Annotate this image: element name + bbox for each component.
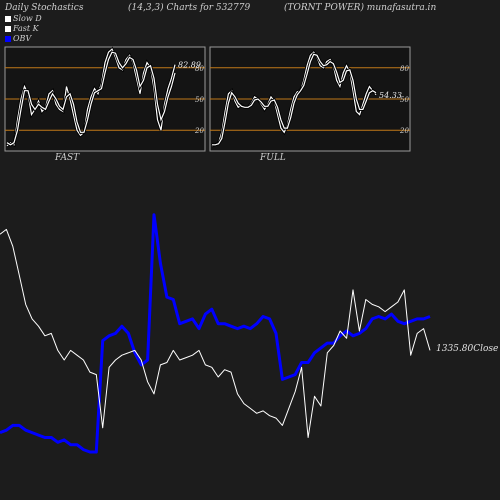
fast-ytick-80: 80	[195, 65, 204, 73]
legend-label-obv: OBV	[13, 34, 32, 43]
obv-price-panel	[0, 213, 431, 454]
close-value-label: 1335.80Close	[436, 344, 498, 354]
fast-ytick-20: 20	[194, 127, 204, 135]
legend-label-fast-k: Fast K	[13, 24, 39, 33]
close-value: 1335.80	[436, 344, 473, 354]
legend-swatch-obv	[5, 35, 11, 42]
legend-item-obv: OBV	[5, 34, 31, 43]
full-series-slow-d	[212, 53, 377, 146]
fast-series-slow-d	[6, 51, 176, 146]
legend-item-slow-d: Slow D	[5, 14, 42, 23]
full-ytick-20: 20	[399, 127, 409, 135]
legend-label-slow-d: Slow D	[13, 14, 42, 23]
legend-item-fast-k: Fast K	[5, 24, 39, 33]
series-close-line	[0, 228, 431, 438]
full-stochastic-panel: 20 50 80 54.33	[210, 49, 410, 148]
fast-ytick-50: 50	[195, 96, 204, 104]
close-suffix: Close	[473, 344, 498, 354]
full-last-value: 54.33	[379, 91, 402, 100]
legend-swatch-slow-d	[5, 15, 11, 22]
chart-symbol: (TORNT POWER) munafasutra.in	[284, 3, 437, 13]
series-obv-line	[0, 213, 431, 454]
full-ytick-50: 50	[400, 96, 409, 104]
fast-panel-caption: FAST	[54, 153, 80, 163]
full-panel-caption: FULL	[259, 153, 286, 163]
legend-swatch-fast-k	[5, 25, 11, 32]
chart-params: (14,3,3) Charts for 532779	[128, 3, 251, 13]
chart-title: Daily Stochastics	[5, 3, 84, 13]
full-ytick-80: 80	[400, 65, 409, 73]
fast-last-value: 82.89	[178, 61, 201, 70]
